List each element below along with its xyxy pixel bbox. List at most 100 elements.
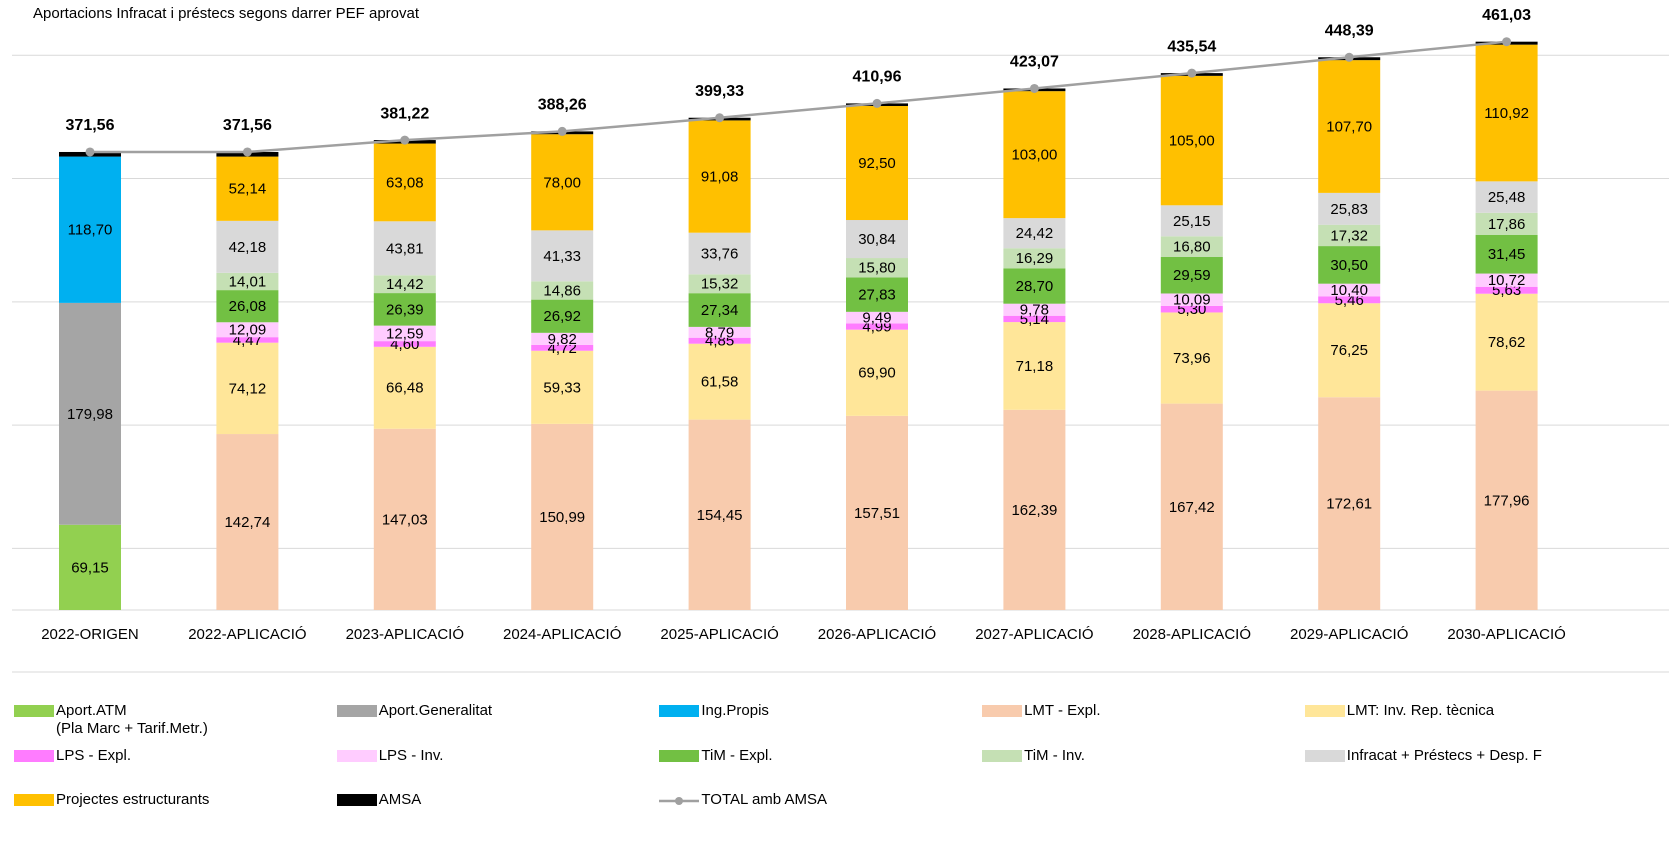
bar-segment [216,322,279,338]
total-marker [242,147,252,157]
bar-segment [1475,286,1538,294]
bar-segment [216,220,279,273]
bar-segment [59,156,121,303]
bar-segment [1318,303,1381,398]
data-label: 9,49 [862,310,891,327]
bar-segment [373,325,436,342]
data-label: 167,42 [1169,499,1215,516]
bar-segment [688,419,751,610]
data-label: 78,00 [543,174,581,191]
data-label: 150,99 [539,509,585,526]
legend-label: Projectes estructurants [56,791,210,808]
legend-label: AMSA [378,791,422,808]
bar-segment [1160,293,1223,306]
bar-segment [531,350,594,424]
bar-segment [1160,403,1223,610]
bar-segment [1160,75,1223,206]
bar-segment [1003,303,1066,316]
data-label: 12,59 [386,325,424,342]
total-label: 388,26 [538,97,587,114]
legend-label: TiM - Expl. [701,746,773,764]
bar-segment [688,120,751,233]
x-tick-label: 2028-APLICACIÓ [1133,626,1251,643]
bar-segment [1475,212,1538,235]
data-label: 14,42 [386,276,424,293]
data-label: 154,45 [697,507,743,524]
bar-segment [846,323,908,330]
data-label: 52,14 [229,181,267,198]
legend-label: LPS - Expl. [56,746,132,764]
bar-segment [1160,205,1223,237]
x-tick-label: 2022-APLICACIÓ [188,626,306,643]
x-tick-label: 2026-APLICACIÓ [818,626,936,643]
bar-segment [1160,236,1223,258]
data-label: 103,00 [1011,147,1057,164]
bar-segment [216,342,279,435]
bar-segment [531,332,594,345]
total-label: 435,54 [1167,38,1216,55]
data-label: 27,83 [858,287,896,304]
data-label: 73,96 [1173,350,1211,367]
data-label: 107,70 [1326,118,1372,135]
legend-swatch [1304,749,1345,762]
bar-segment [688,293,751,327]
data-label: 26,92 [543,308,581,325]
legend-swatch [1304,705,1345,717]
data-label: 16,80 [1173,239,1211,256]
data-label: 69,15 [71,559,109,576]
data-label: 59,33 [543,379,581,396]
data-label: 41,33 [543,248,581,265]
legend-label: Aport.ATM (Pla Marc + Tarif.Metr.) [56,702,208,737]
total-marker [85,147,95,157]
data-label: 147,03 [382,511,428,528]
data-label: 63,08 [386,174,424,191]
bar-segment [1160,257,1223,294]
x-tick-label: 2029-APLICACIÓ [1290,626,1408,643]
data-label: 17,32 [1330,227,1368,244]
data-label: 177,96 [1484,492,1530,509]
data-label: 27,34 [701,302,739,319]
bar-segment [59,524,121,610]
total-marker [1344,52,1354,62]
data-label: 28,70 [1016,278,1054,295]
bar-segment [846,258,908,278]
bar-segment [1475,44,1538,182]
legend-label: Aport.Generalitat [378,702,493,719]
data-label: 91,08 [701,169,739,186]
bar-segment [1475,234,1538,274]
bar-segment [531,230,594,282]
total-label: 448,39 [1325,22,1374,39]
legend-swatch [14,705,54,717]
bar-segment [373,221,436,276]
total-label: 423,07 [1010,54,1059,71]
x-tick-label: 2027-APLICACIÓ [975,626,1093,643]
data-label: 31,45 [1488,246,1526,263]
data-label: 29,59 [1173,267,1211,284]
bar-segment [688,343,751,420]
data-label: 66,48 [386,380,424,397]
x-tick-label: 2024-APLICACIÓ [503,626,621,643]
x-tick-label: 2030-APLICACIÓ [1447,626,1565,643]
bar-segment [216,337,279,343]
total-marker [1029,83,1039,93]
legend-line [659,797,700,805]
bar-segment [846,277,908,312]
bar-segment [373,428,436,610]
data-label: 78,62 [1488,334,1526,351]
data-label: 61,58 [701,374,739,391]
data-label: 71,18 [1016,358,1054,375]
total-marker [715,113,725,123]
bar-segment [1003,322,1066,410]
bar-segment [688,326,751,338]
legend-swatch [982,749,1023,762]
total-label: 381,22 [380,105,429,122]
legend-label: LPS - Inv. [378,746,444,764]
data-label: 8,79 [705,324,734,341]
legend-label: LMT: Inv. Rep. tècnica [1346,702,1495,719]
legend-swatch [14,794,54,806]
data-label: 179,98 [67,406,113,423]
bar-segment [1003,218,1066,249]
total-marker [1502,37,1512,47]
legend-swatch [659,705,700,717]
bar-segment [373,275,436,294]
